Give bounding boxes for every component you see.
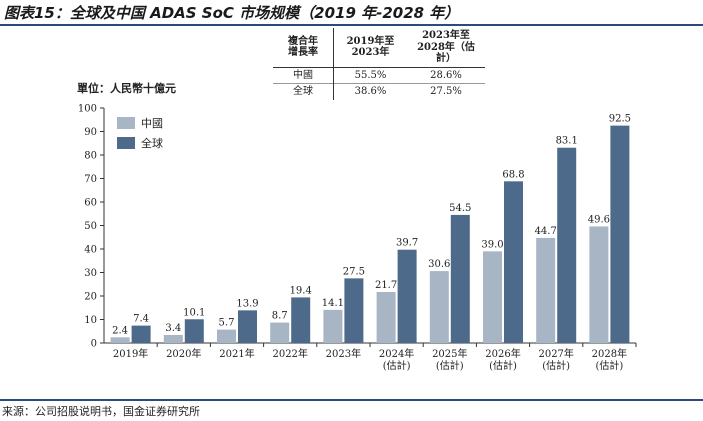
data-label-china: 44.7 [535,226,557,237]
cagr-row-global: 全球 38.6% 27.5% [273,83,485,100]
x-tick-label: 2025年(估計) [432,347,467,372]
bar-china [110,337,130,343]
y-tick-label: 90 [84,127,97,138]
bar-global [504,181,523,343]
bar-global [184,319,204,343]
bar-china [270,322,290,343]
data-label-global: 83.1 [556,136,578,147]
data-label-china: 30.6 [428,259,450,270]
bar-global [291,297,311,343]
data-label-global: 54.5 [449,203,471,214]
cagr-row-label: 全球 [273,83,334,100]
x-tick-label: 2024年(估計) [379,347,414,372]
x-tick-label: 2028年(估計) [592,347,627,372]
x-tick-label: 2023年 [326,347,361,360]
data-label-china: 2.4 [112,325,128,336]
cagr-row-china: 中國 55.5% 28.6% [273,67,485,84]
data-label-global: 68.8 [502,169,524,180]
data-label-global: 39.7 [396,238,418,249]
legend-swatch-global [117,137,135,149]
data-label-china: 8.7 [272,311,288,322]
cagr-value: 55.5% [354,69,387,81]
data-label-global: 13.9 [236,298,258,309]
data-label-global: 10.1 [183,307,205,318]
data-label-china: 49.6 [588,214,610,225]
title-rule [0,24,703,26]
y-tick-label: 80 [84,151,97,162]
cagr-header-label: 複合年 增長率 [273,28,334,68]
unit-label: 單位：人民幣十億元 [77,82,176,95]
bar-china [429,271,449,343]
data-label-global: 27.5 [343,266,365,277]
cagr-value: 28.6% [430,69,462,81]
legend-label-china: 中國 [141,117,163,130]
data-label-global: 7.4 [133,314,149,325]
x-tick-label: 2020年 [166,347,201,360]
data-label-global: 92.5 [609,114,631,125]
x-tick-label: 2022年 [272,347,307,360]
bar-china [163,335,183,343]
bar-global [610,125,630,343]
data-label-china: 39.0 [481,239,503,250]
bar-global [131,325,151,343]
y-tick-label: 50 [84,221,97,232]
y-tick-label: 40 [84,245,97,256]
bar-global [450,214,470,343]
data-label-global: 19.4 [290,285,312,296]
x-tick-label: 2021年 [219,347,254,360]
y-tick-label: 100 [78,104,97,115]
cagr-table: 複合年 增長率 2019年至 2023年 2023年至 2028年（估計） 中國 55… [273,28,485,100]
x-tick-label: 2019年 [113,347,148,360]
bar-china [483,251,502,343]
bar-global [238,310,257,343]
bar-china [217,329,236,343]
y-tick-label: 30 [84,268,97,279]
bar-china [376,292,396,343]
bar-china [323,309,343,343]
y-tick-label: 20 [84,292,97,303]
cagr-header-period-2: 2023年至 2028年（估計） [407,28,485,68]
source-note: 来源：公司招股说明书，国金证券研究所 [2,405,200,418]
cagr-row-label: 中國 [273,67,334,84]
y-tick-label: 70 [84,174,97,185]
bar-china [536,237,556,343]
legend-label-global: 全球 [141,136,163,150]
cagr-value: 38.6% [333,83,407,100]
cagr-value: 27.5% [407,83,485,100]
bar-chart: 0 10 20 30 40 50 60 70 80 90 100 2019年 2.4 7.4 2020年 3.… [78,104,637,372]
data-label-china: 21.7 [375,280,397,291]
data-label-china: 5.7 [219,318,235,329]
bar-global [344,278,364,343]
data-label-china: 14.1 [322,298,344,309]
y-tick-label: 0 [91,339,97,350]
figure-title: 图表15：全球及中国 ADAS SoC 市场规模（2019 年-2028 年） [4,4,460,22]
data-label-china: 3.4 [165,323,181,334]
legend-swatch-china [117,117,135,129]
bottom-rule [0,399,703,401]
x-tick-label: 2026年(估計) [485,347,520,372]
bar-global [397,249,417,343]
y-tick-label: 10 [84,315,97,326]
bar-china [589,226,609,343]
y-tick-label: 60 [84,198,97,209]
bar-global [557,147,577,343]
cagr-header-period-1: 2019年至 2023年 [333,28,407,68]
x-tick-label: 2027年(估計) [538,347,573,372]
